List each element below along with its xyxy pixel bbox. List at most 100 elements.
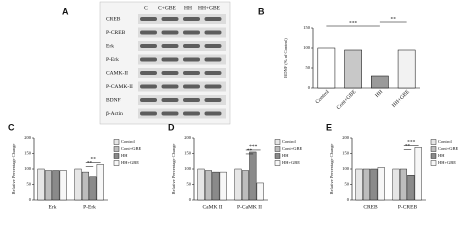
blot-band xyxy=(161,71,179,75)
legend-swatch xyxy=(274,153,281,159)
figure: A C C+GBE HH HH+GBE CREB P-CREB Erk P-Erk CAMK-I… xyxy=(8,1,459,210)
legend-swatch xyxy=(113,139,120,145)
legend-swatch xyxy=(430,153,437,159)
blot-row-label: P-Erk xyxy=(106,57,119,63)
y-tick-label: 200 xyxy=(184,135,192,140)
x-tick-label: P-Erk xyxy=(83,204,96,210)
bar xyxy=(317,47,336,89)
bar xyxy=(241,170,249,201)
blot-band xyxy=(140,30,157,35)
legend-label: HH+GBE xyxy=(438,160,456,165)
legend-swatch xyxy=(274,146,281,152)
bar xyxy=(249,151,257,201)
y-tick-label: 0 xyxy=(347,197,350,202)
significance-label: *** xyxy=(407,140,416,146)
blot-band xyxy=(204,57,222,62)
blot-column-label: C xyxy=(144,5,148,11)
legend-label: Control xyxy=(121,139,136,144)
blot-row-label: P-CAMK-II xyxy=(106,84,133,90)
blot-band xyxy=(161,111,179,116)
bar xyxy=(377,167,385,201)
legend-swatch xyxy=(113,160,120,166)
blot-band xyxy=(161,44,179,48)
x-tick-label: P-CaMK II xyxy=(237,204,262,210)
panel-label: D xyxy=(168,122,175,132)
blot-band xyxy=(183,71,200,75)
blot-strip xyxy=(138,81,226,92)
y-tick-label: 150 xyxy=(342,151,350,156)
blot-strip xyxy=(138,27,226,38)
bar xyxy=(96,164,104,201)
y-tick-label: 100 xyxy=(303,45,311,50)
legend-label: Control xyxy=(438,139,453,144)
bar xyxy=(414,147,422,201)
y-tick-label: 150 xyxy=(303,25,311,30)
y-axis-label: Relative Percentage Change xyxy=(329,144,334,195)
blot-band xyxy=(183,111,200,116)
significance-label: ** xyxy=(87,161,93,167)
blot-band xyxy=(204,44,222,48)
blot-row-label: CAMK-II xyxy=(106,70,128,76)
legend-swatch xyxy=(430,146,437,152)
blot-strip xyxy=(138,95,226,105)
bar xyxy=(234,168,242,201)
y-tick-label: 50 xyxy=(187,182,192,187)
blot-strip xyxy=(138,54,226,65)
x-tick-label: CREB xyxy=(363,204,378,210)
legend-label: Cont+GBE xyxy=(282,146,303,151)
blot-column-label: HH xyxy=(184,5,192,11)
y-tick-label: 50 xyxy=(27,182,32,187)
blot-column-label: HH+GBE xyxy=(198,5,221,11)
legend-swatch xyxy=(430,139,437,145)
x-tick-label: P-CREB xyxy=(398,204,418,210)
bar xyxy=(371,75,389,89)
legend-label: Cont+GBE xyxy=(438,146,459,151)
blot-band xyxy=(161,30,179,35)
blot-band xyxy=(140,57,157,62)
blot-band xyxy=(183,17,200,21)
significance-label: ** xyxy=(391,16,397,22)
y-axis-label: BDNF (% of Control) xyxy=(283,38,288,78)
significance-label: *** xyxy=(349,20,358,26)
blot-band xyxy=(204,71,222,75)
blot-band xyxy=(204,111,222,116)
blot-band xyxy=(140,111,157,116)
bar xyxy=(52,170,60,201)
y-tick-label: 150 xyxy=(24,151,32,156)
blot-band xyxy=(140,17,157,21)
bar xyxy=(44,170,52,201)
blot-band xyxy=(161,84,179,89)
y-tick-label: 50 xyxy=(345,182,350,187)
blot-band xyxy=(161,57,179,62)
legend-swatch xyxy=(274,139,281,145)
blot-row-label: P-CREB xyxy=(106,30,126,36)
x-tick-label: Control xyxy=(315,89,331,105)
legend-label: HH xyxy=(121,153,128,158)
blot-band xyxy=(204,30,222,35)
y-axis-label: Relative Percentage Change xyxy=(171,144,176,195)
y-tick-label: 100 xyxy=(184,166,192,171)
y-tick-label: 0 xyxy=(29,197,32,202)
y-axis-label: Relative Percentage Change xyxy=(11,144,16,195)
blot-row-label: BDNF xyxy=(106,97,121,103)
panel-label: E xyxy=(326,122,332,132)
blot-band xyxy=(161,98,179,102)
blot-row-label: β-Actin xyxy=(106,111,123,117)
blot-row-label: Erk xyxy=(106,43,114,49)
bar xyxy=(212,171,220,201)
legend-label: HH xyxy=(282,153,289,158)
bar xyxy=(370,168,378,201)
y-tick-label: 100 xyxy=(24,166,32,171)
bar xyxy=(204,170,212,201)
blot-band xyxy=(204,17,222,21)
x-tick-label: HH+GBE xyxy=(391,89,411,109)
blot-band xyxy=(161,17,179,21)
bar xyxy=(59,170,67,201)
blot-band xyxy=(183,44,200,48)
x-tick-label: Erk xyxy=(49,204,57,210)
legend-swatch xyxy=(274,160,281,166)
bar xyxy=(407,174,415,201)
legend-label: HH+GBE xyxy=(282,160,300,165)
y-tick-label: 200 xyxy=(342,135,350,140)
bar xyxy=(89,176,97,201)
